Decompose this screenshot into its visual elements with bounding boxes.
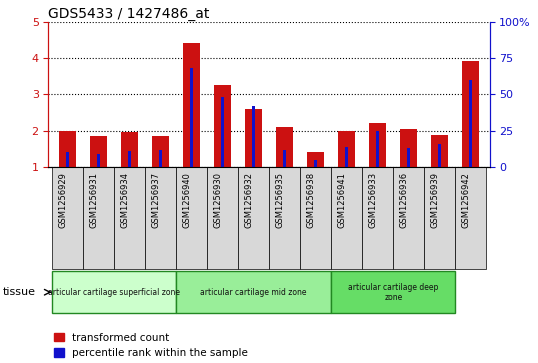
Bar (462, 61, 479, 167)
Text: GDS5433 / 1427486_at: GDS5433 / 1427486_at (48, 7, 210, 21)
Text: GSM1256941: GSM1256941 (338, 172, 346, 228)
Bar (90, 136, 107, 167)
Text: GSM1256942: GSM1256942 (462, 172, 471, 228)
Text: GSM1256939: GSM1256939 (431, 172, 440, 228)
FancyBboxPatch shape (300, 167, 331, 269)
Bar (283, 150, 286, 167)
FancyBboxPatch shape (269, 167, 300, 269)
FancyBboxPatch shape (52, 271, 176, 313)
Text: GSM1256930: GSM1256930 (214, 172, 222, 228)
Bar (66, 152, 69, 167)
FancyBboxPatch shape (176, 167, 207, 269)
Bar (338, 131, 355, 167)
Bar (407, 148, 410, 167)
Bar (152, 136, 169, 167)
Bar (221, 97, 224, 167)
FancyBboxPatch shape (238, 167, 269, 269)
Bar (183, 43, 200, 167)
FancyBboxPatch shape (145, 167, 176, 269)
Bar (400, 129, 417, 167)
Bar (121, 132, 138, 167)
Bar (307, 152, 324, 167)
FancyBboxPatch shape (114, 167, 145, 269)
Text: GSM1256937: GSM1256937 (151, 172, 160, 228)
Text: GSM1256938: GSM1256938 (307, 172, 316, 228)
Bar (97, 154, 100, 167)
Bar (469, 80, 472, 167)
Text: articular cartilage deep
zone: articular cartilage deep zone (348, 282, 438, 302)
FancyBboxPatch shape (455, 167, 486, 269)
Bar (431, 135, 448, 167)
Bar (190, 68, 193, 167)
FancyBboxPatch shape (52, 167, 83, 269)
FancyBboxPatch shape (362, 167, 393, 269)
Text: GSM1256934: GSM1256934 (120, 172, 129, 228)
FancyBboxPatch shape (207, 167, 238, 269)
Text: articular cartilage mid zone: articular cartilage mid zone (200, 288, 307, 297)
Text: GSM1256940: GSM1256940 (182, 172, 192, 228)
Bar (369, 123, 386, 167)
Bar (276, 127, 293, 167)
FancyBboxPatch shape (331, 167, 362, 269)
Bar (214, 85, 231, 167)
Text: GSM1256935: GSM1256935 (275, 172, 285, 228)
Bar (438, 144, 441, 167)
FancyBboxPatch shape (424, 167, 455, 269)
Text: tissue: tissue (3, 287, 36, 297)
Text: GSM1256929: GSM1256929 (58, 172, 67, 228)
Legend: transformed count, percentile rank within the sample: transformed count, percentile rank withi… (54, 333, 248, 358)
FancyBboxPatch shape (83, 167, 114, 269)
Bar (314, 160, 317, 167)
Bar (59, 131, 76, 167)
Bar (252, 106, 255, 167)
FancyBboxPatch shape (393, 167, 424, 269)
Bar (128, 151, 131, 167)
Text: GSM1256936: GSM1256936 (400, 172, 409, 228)
Text: GSM1256931: GSM1256931 (89, 172, 98, 228)
FancyBboxPatch shape (176, 271, 331, 313)
Text: GSM1256932: GSM1256932 (244, 172, 253, 228)
Bar (376, 131, 379, 167)
Text: articular cartilage superficial zone: articular cartilage superficial zone (48, 288, 180, 297)
FancyBboxPatch shape (331, 271, 455, 313)
Bar (159, 150, 162, 167)
Text: GSM1256933: GSM1256933 (369, 172, 378, 228)
Bar (345, 147, 348, 167)
Bar (245, 109, 262, 167)
